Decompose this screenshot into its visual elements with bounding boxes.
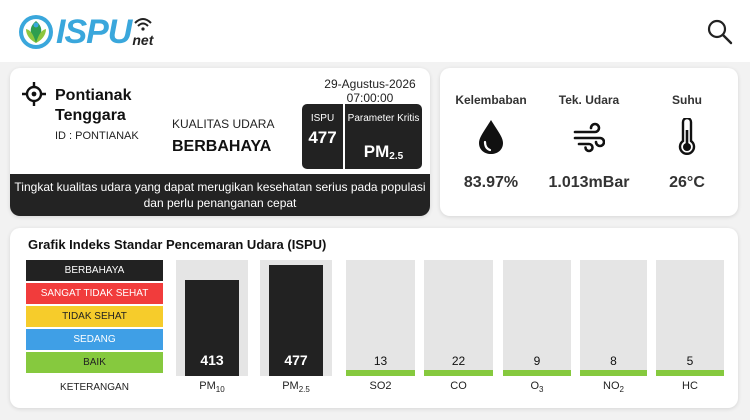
category-base: O xyxy=(530,380,540,392)
bar-category-label: HC xyxy=(656,380,724,392)
bar xyxy=(656,370,724,376)
legend-caption: KETERANGAN xyxy=(60,382,129,393)
bar xyxy=(269,265,323,376)
bar-category-label: SO2 xyxy=(346,380,415,392)
category-base: CO xyxy=(450,380,467,392)
measurement-date: 29-Agustus-2026 xyxy=(324,77,416,91)
category-base: HC xyxy=(682,380,698,392)
location-id: ID : PONTIANAK xyxy=(55,130,139,142)
category-subscript: 2.5 xyxy=(298,385,310,394)
temperature-item: Suhu 26°C xyxy=(638,68,736,216)
logo-ispu-text: ISPU xyxy=(56,13,132,51)
bar-category-label: NO2 xyxy=(580,380,647,394)
bar-column: 13 xyxy=(346,260,415,376)
critical-parameter-value: PM2.5 xyxy=(345,142,422,162)
bar-value-label: 8 xyxy=(610,354,617,368)
bar-category-label: O3 xyxy=(503,380,571,394)
critical-parameter-label: Parameter Kritis xyxy=(347,113,420,124)
legend-item-sedang: SEDANG xyxy=(26,329,163,350)
bar xyxy=(503,370,571,376)
logo-emblem-icon xyxy=(19,15,53,49)
logo-net-text: net xyxy=(132,18,154,48)
bar-column: 9 xyxy=(503,260,571,376)
legend-item-tidak-sehat: TIDAK SEHAT xyxy=(26,306,163,327)
category-subscript: 3 xyxy=(539,385,544,394)
legend-item-sangat-tidak-sehat: SANGAT TIDAK SEHAT xyxy=(26,283,163,304)
search-icon[interactable] xyxy=(706,18,734,46)
bar-column: 22 xyxy=(424,260,493,376)
location-card: Pontianak Tenggara ID : PONTIANAK KUALIT… xyxy=(10,68,430,216)
water-drop-icon xyxy=(479,120,503,154)
thermometer-icon xyxy=(678,118,696,155)
air-quality-label: KUALITAS UDARA xyxy=(172,117,275,131)
humidity-value: 83.97% xyxy=(463,174,519,191)
measurement-datetime: 29-Agustus-2026 07:00:00 xyxy=(310,77,430,105)
bar-value-label: 5 xyxy=(686,354,694,368)
legend-item-berbahaya: BERBAHAYA xyxy=(26,260,163,281)
bar-column: 413 xyxy=(176,260,248,376)
chart-title: Grafik Indeks Standar Pencemaran Udara (… xyxy=(28,237,327,252)
bar-category-label: PM2.5 xyxy=(260,380,332,394)
ispunet-logo[interactable]: ISPU net xyxy=(18,12,153,52)
bar xyxy=(185,280,239,376)
legend-item-baik: BAIK xyxy=(26,352,163,373)
humidity-label: Kelembaban xyxy=(455,93,527,107)
bar-value-label: 22 xyxy=(451,354,466,368)
category-subscript: 10 xyxy=(215,385,225,394)
bar xyxy=(424,370,493,376)
bar-value-label: 13 xyxy=(373,354,388,368)
humidity-item: Kelembaban 83.97% xyxy=(442,68,540,216)
temperature-label: Suhu xyxy=(672,93,702,107)
bar xyxy=(346,370,415,376)
ispu-chart-card: Grafik Indeks Standar Pencemaran Udara (… xyxy=(10,228,738,408)
weather-card: Kelembaban 83.97% Tek. Udara 1.013mBar S… xyxy=(440,68,738,216)
location-name: Pontianak Tenggara xyxy=(55,87,132,124)
measurement-time: 07:00:00 xyxy=(346,91,394,105)
critical-parameter-sub: 2.5 xyxy=(389,151,404,162)
critical-parameter-base: PM xyxy=(363,142,390,161)
category-subscript: 2 xyxy=(619,385,624,394)
bar-column: 477 xyxy=(260,260,332,376)
air-quality-status: BERBAHAYA xyxy=(172,138,272,155)
ispu-value: 477 xyxy=(308,128,337,147)
bar-category-label: PM10 xyxy=(176,380,248,394)
bar-column: 8 xyxy=(580,260,647,376)
temperature-value: 26°C xyxy=(669,174,705,191)
bar-category-label: CO xyxy=(424,380,493,392)
category-base: PM xyxy=(282,380,299,392)
category-base: PM xyxy=(199,380,216,392)
bar-value-label: 9 xyxy=(533,354,541,368)
ispu-divider xyxy=(343,104,345,169)
ispu-summary-box: ISPU 477 Parameter Kritis PM2.5 xyxy=(302,104,422,169)
wifi-icon xyxy=(134,18,153,31)
pressure-item: Tek. Udara 1.013mBar xyxy=(540,68,638,216)
bar-value-label: 477 xyxy=(284,352,308,368)
category-base: NO xyxy=(603,380,620,392)
app-header: ISPU net xyxy=(0,0,750,62)
bar-value-label: 413 xyxy=(200,352,224,368)
pressure-value: 1.013mBar xyxy=(548,174,630,191)
ispu-label: ISPU xyxy=(310,113,335,124)
bar-column: 5 xyxy=(656,260,724,376)
air-quality-description: Tingkat kualitas udara yang dapat merugi… xyxy=(10,174,430,216)
bar xyxy=(580,370,647,376)
wind-icon xyxy=(573,122,605,153)
category-base: SO2 xyxy=(369,380,392,392)
crosshair-location-icon[interactable] xyxy=(22,82,46,106)
logo-net-label: net xyxy=(132,32,154,48)
pressure-label: Tek. Udara xyxy=(558,93,620,107)
